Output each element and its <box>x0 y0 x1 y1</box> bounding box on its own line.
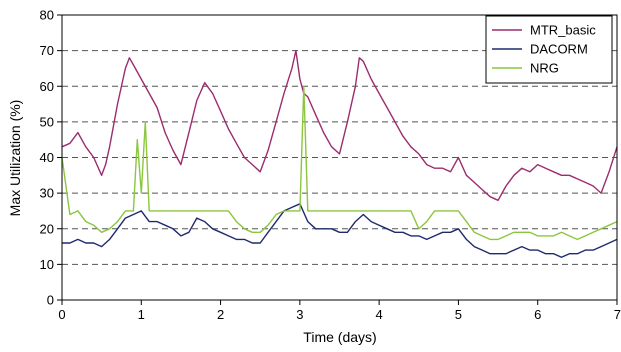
x-tick-label-4: 4 <box>376 307 383 322</box>
series-lines <box>61 49 618 258</box>
y-tick-label-80: 80 <box>40 8 54 23</box>
y-axis-title: Max Utilization (%) <box>7 100 23 217</box>
series-line-dacorm <box>62 203 618 258</box>
series-line-nrg <box>61 85 618 241</box>
y-tick-label-60: 60 <box>40 79 54 94</box>
y-tick-label-10: 10 <box>40 257 54 272</box>
y-tick-label-30: 30 <box>40 186 54 201</box>
y-tick-label-40: 40 <box>40 150 54 165</box>
axes <box>57 14 618 305</box>
x-tick-label-2: 2 <box>217 307 224 322</box>
y-tick-label-70: 70 <box>40 43 54 58</box>
x-tick-label-5: 5 <box>455 307 462 322</box>
x-tick-label-1: 1 <box>138 307 145 322</box>
y-tick-label-50: 50 <box>40 114 54 129</box>
legend: MTR_basic DACORM NRG <box>485 15 613 84</box>
x-tick-label-3: 3 <box>296 307 303 322</box>
y-tick-label-20: 20 <box>40 221 54 236</box>
legend-label-nrg: NRG <box>530 61 559 76</box>
tick-labels: 0 10 20 30 40 50 60 70 80 0 1 2 3 4 5 6 7 <box>40 8 621 323</box>
series-line-mtr-basic <box>61 49 618 202</box>
x-tick-label-6: 6 <box>534 307 541 322</box>
legend-label-dacorm: DACORM <box>530 42 588 57</box>
legend-label-mtr-basic: MTR_basic <box>530 23 596 38</box>
x-tick-label-7: 7 <box>614 307 621 322</box>
x-tick-label-0: 0 <box>58 307 65 322</box>
x-axis-title: Time (days) <box>303 329 376 345</box>
y-tick-label-0: 0 <box>47 293 54 308</box>
